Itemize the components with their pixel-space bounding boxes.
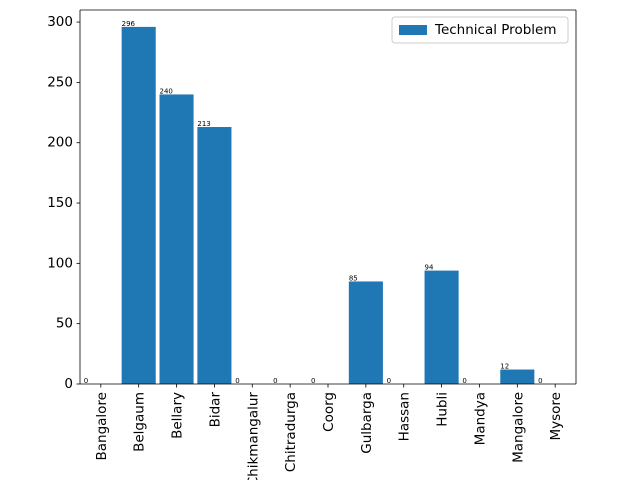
data-label: 0 <box>84 377 88 385</box>
data-label: 0 <box>311 377 315 385</box>
bar-bidar <box>197 127 232 384</box>
data-label: 240 <box>160 87 173 95</box>
legend-label: Technical Problem <box>434 22 556 38</box>
data-label: 296 <box>122 20 136 28</box>
y-tick-label: 0 <box>64 376 73 392</box>
bar-gulbarga <box>348 281 383 384</box>
x-tick-label: Mangalore <box>510 392 526 463</box>
x-tick-label: Gulbarga <box>359 392 375 454</box>
data-label: 0 <box>235 377 239 385</box>
x-tick-label: Bidar <box>207 392 223 428</box>
x-tick-label: Chitradurga <box>283 392 299 472</box>
x-tick-label: Coorg <box>321 392 337 432</box>
bar-hubli <box>424 270 459 384</box>
bar-mangalore <box>500 369 535 384</box>
data-label: 0 <box>538 377 542 385</box>
y-tick-label: 150 <box>47 195 73 211</box>
data-label: 94 <box>425 264 434 272</box>
x-tick-label: Mysore <box>548 392 564 441</box>
data-label: 0 <box>462 377 466 385</box>
y-tick-label: 50 <box>56 316 73 332</box>
y-tick-label: 200 <box>47 135 73 151</box>
data-label: 213 <box>197 120 210 128</box>
data-label: 85 <box>349 274 358 282</box>
x-tick-label: Belgaum <box>132 392 148 452</box>
data-label: 12 <box>500 363 509 371</box>
data-label: 0 <box>273 377 277 385</box>
x-tick-label: Bellary <box>170 392 186 439</box>
bar-belgaum <box>121 26 156 385</box>
x-tick-label: Hassan <box>397 392 413 441</box>
y-tick-label: 250 <box>47 74 73 90</box>
bar-bellary <box>159 94 194 385</box>
x-tick-label: Bangalore <box>94 392 110 461</box>
x-tick-label: Chikmangalur <box>245 392 261 480</box>
legend-box <box>391 16 569 44</box>
data-label: 0 <box>387 377 391 385</box>
x-tick-label: Hubli <box>435 392 451 427</box>
x-tick-label: Mandya <box>472 392 488 445</box>
legend-swatch <box>399 25 427 35</box>
y-tick-label: 300 <box>47 14 73 30</box>
y-tick-label: 100 <box>47 255 73 271</box>
